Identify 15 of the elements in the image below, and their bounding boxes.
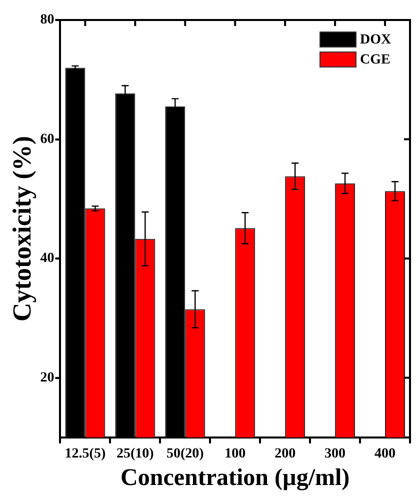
x-tick-label: 200 (274, 446, 296, 462)
legend-label: CGE (360, 52, 390, 68)
x-tick-label: 100 (224, 446, 246, 462)
x-axis-title: Concentration (µg/ml) (120, 464, 350, 491)
y-tick-label: 20 (40, 370, 54, 386)
y-tick-label: 40 (40, 251, 54, 266)
y-axis-title: Cytotoxicity (%) (7, 136, 36, 322)
x-tick-label: 50(20) (166, 446, 204, 462)
legend-label: DOX (360, 32, 392, 48)
x-tick-label: 12.5(5) (64, 446, 106, 462)
x-tick-label: 300 (324, 446, 346, 462)
x-tick-label: 400 (374, 446, 396, 462)
x-tick-label: 25(10) (116, 446, 154, 462)
y-tick-label: 60 (40, 132, 54, 147)
y-tick-label: 80 (40, 12, 54, 28)
